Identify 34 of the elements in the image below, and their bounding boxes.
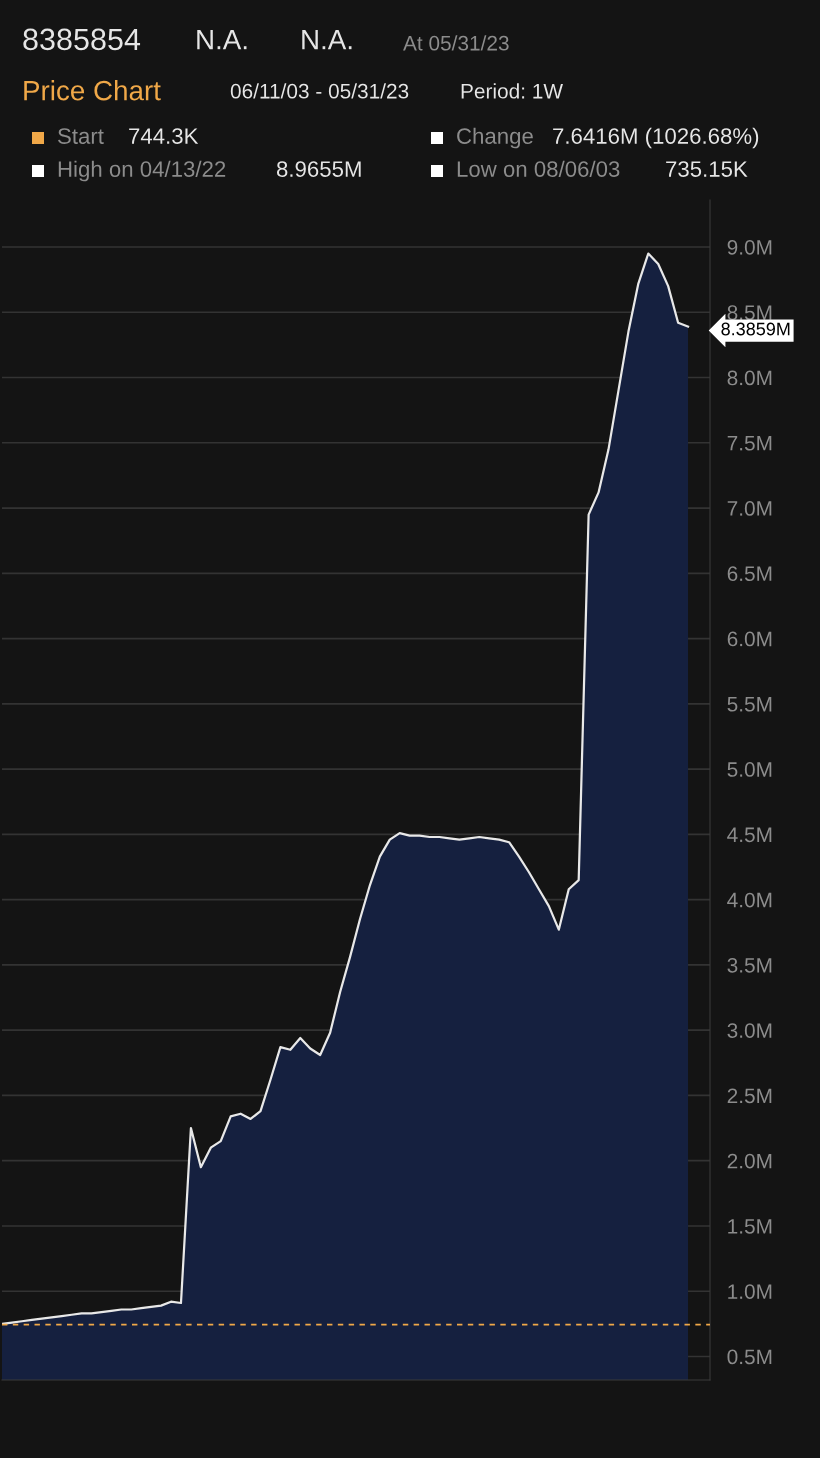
text: Period: 1W [461,83,563,99]
y-tick-label: 7.0M [727,501,772,516]
y-tick-label: 4.5M [727,827,772,843]
text: 744.3K [129,128,199,144]
y-tick-label: 5.5M [727,697,772,712]
y-tick-label: 4.0M [727,892,772,908]
text: Start [58,128,104,144]
chart-title: Price Chart [24,80,161,101]
text: 8.9655M [276,161,361,177]
y-tick-label: 8.0M [727,370,772,386]
y-tick-label: 6.0M [727,631,772,647]
text: High on 04/13/22 [58,160,226,182]
text: 8385854 [23,28,141,51]
y-tick-label: 8.5M [727,305,772,321]
y-tick-label: 0.5M [727,1349,772,1365]
y-tick-label: 2.5M [727,1088,772,1104]
y-tick-label: 6.5M [727,566,772,582]
text: At 05/31/23 [403,35,509,51]
y-tick-label: 7.5M [727,436,772,451]
y-tick-label: 3.0M [727,1023,772,1038]
text: Change [457,127,533,149]
y-tick-label: 9.0M [727,239,772,255]
text: Low on 08/06/03 [457,160,620,177]
y-tick-label: 1.5M [728,1219,772,1234]
y-tick-label: 5.0M [727,762,772,777]
y-tick-label: 2.0M [727,1153,772,1169]
text: 7.6416M (1026.68%) [553,127,759,149]
text: 735.15K [666,161,748,177]
text: 8.3859M [721,322,790,336]
y-tick-label: 1.0M [728,1284,772,1299]
text: N.A. [302,30,352,50]
y-tick-label: 3.5M [727,957,772,973]
text: N.A. [197,30,247,50]
text: 06/11/03 - 05/31/23 [230,83,409,99]
